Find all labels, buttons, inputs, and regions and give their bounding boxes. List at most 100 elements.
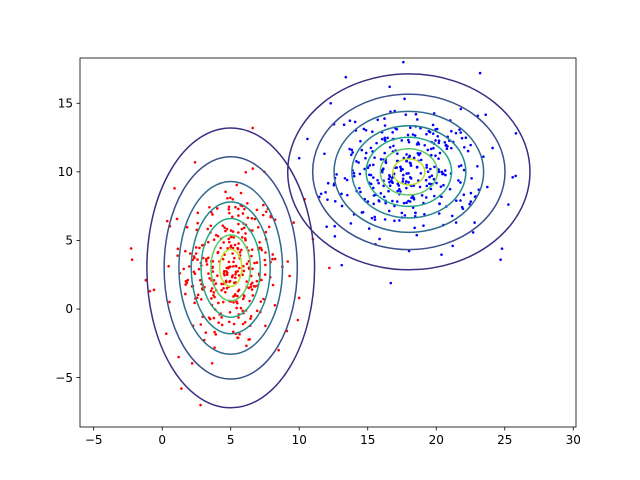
x-tick-label: 10	[292, 433, 307, 447]
scatter-point	[260, 248, 264, 252]
scatter-point	[378, 237, 381, 241]
scatter-point	[216, 234, 220, 238]
contour-line	[210, 234, 252, 302]
scatter-point	[180, 387, 183, 390]
scatter-point	[264, 251, 267, 254]
scatter-point	[450, 129, 453, 133]
scatter-point	[264, 230, 268, 234]
scatter-point	[431, 132, 435, 135]
scatter-point	[429, 147, 433, 151]
scatter-point	[435, 127, 439, 131]
scatter-point	[208, 317, 212, 321]
scatter-point	[251, 167, 255, 170]
scatter-point	[364, 156, 367, 160]
scatter-point	[368, 164, 372, 167]
scatter-point	[371, 186, 375, 190]
scatter-point	[262, 297, 265, 301]
scatter-point	[382, 167, 385, 170]
scatter-point	[359, 139, 362, 143]
scatter-point	[399, 165, 402, 169]
scatter-point	[459, 107, 463, 111]
scatter-point	[241, 212, 245, 215]
scatter-point	[353, 120, 357, 124]
scatter-point	[196, 258, 199, 261]
scatter-point	[405, 201, 408, 204]
scatter-point	[439, 185, 443, 188]
y-axis: −5 0 5 10 15	[55, 96, 80, 385]
scatter-point	[251, 294, 255, 297]
scatter-point	[199, 278, 202, 282]
scatter-point	[223, 226, 226, 229]
contour-line	[178, 180, 284, 356]
scatter-point	[414, 112, 418, 116]
scatter-point	[273, 257, 277, 261]
scatter-point	[425, 163, 428, 167]
scatter-point	[379, 192, 383, 195]
scatter-point	[401, 180, 405, 183]
scatter-point	[250, 288, 254, 291]
scatter-point	[176, 247, 180, 251]
scatter-point	[187, 265, 191, 268]
scatter-point	[437, 212, 441, 215]
scatter-point	[214, 333, 218, 336]
scatter-point	[387, 177, 391, 181]
scatter-point	[168, 300, 171, 304]
scatter-point	[383, 218, 387, 221]
scatter-point	[419, 171, 423, 175]
scatter-point	[194, 246, 198, 249]
scatter-point	[306, 137, 309, 141]
scatter-point	[469, 191, 473, 195]
scatter-point	[358, 186, 361, 190]
scatter-point	[422, 224, 425, 227]
scatter-point	[403, 214, 407, 217]
scatter-point	[271, 257, 274, 261]
scatter-point	[373, 156, 376, 159]
scatter-point	[264, 263, 267, 267]
scatter-point	[402, 201, 406, 205]
scatter-point	[223, 273, 226, 277]
scatter-point	[259, 300, 263, 303]
scatter-point	[206, 227, 210, 231]
contour-line	[392, 158, 426, 186]
scatter-point	[232, 260, 235, 264]
contour-line	[365, 136, 453, 208]
scatter-point	[445, 147, 449, 150]
scatter-point	[369, 182, 373, 186]
scatter-point	[251, 126, 254, 130]
scatter-point	[288, 274, 291, 278]
scatter-point	[232, 236, 236, 239]
scatter-point	[424, 196, 428, 199]
scatter-point	[199, 403, 202, 407]
scatter-point	[468, 202, 471, 206]
scatter-point	[401, 167, 404, 171]
scatter-point	[211, 270, 215, 273]
scatter-point	[233, 256, 236, 260]
scatter-point	[231, 246, 235, 250]
scatter-point	[245, 344, 248, 348]
scatter-point	[209, 224, 213, 228]
scatter-point	[437, 170, 441, 174]
scatter-point	[459, 181, 462, 184]
scatter-point	[350, 148, 354, 152]
scatter-point	[221, 257, 225, 261]
scatter-point	[405, 186, 408, 190]
scatter-point	[434, 139, 437, 142]
scatter-point	[199, 323, 203, 326]
scatter-point	[325, 225, 328, 229]
scatter-point	[433, 165, 436, 169]
scatter-point	[250, 248, 254, 251]
scatter-point	[228, 240, 231, 244]
scatter-point	[404, 113, 408, 117]
scatter-point	[477, 188, 481, 192]
x-tick-label: 25	[497, 433, 512, 447]
scatter-point	[388, 184, 392, 187]
scatter-point	[335, 173, 338, 176]
scatter-point	[269, 215, 273, 219]
scatter-point	[246, 201, 249, 205]
scatter-point	[384, 161, 388, 165]
scatter-point	[464, 136, 468, 140]
x-tick-label: −5	[85, 433, 103, 447]
scatter-point	[408, 126, 412, 130]
scatter-point	[382, 195, 386, 199]
scatter-point	[208, 277, 211, 280]
